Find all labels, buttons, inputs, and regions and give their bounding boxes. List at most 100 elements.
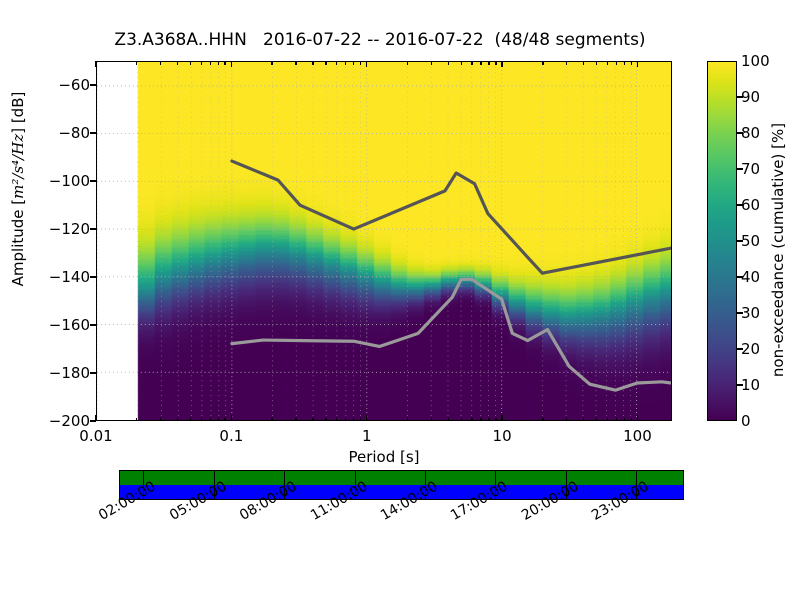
y-tick-mark	[90, 324, 96, 326]
y-tick-mark	[90, 372, 96, 374]
x-tick-mark-top	[615, 61, 618, 65]
colorbar-tick-label: 90	[741, 88, 761, 106]
x-tick-mark-top	[176, 61, 179, 65]
x-tick-mark-top	[189, 61, 192, 65]
axes-gridlines	[97, 62, 671, 420]
x-tick-mark	[136, 417, 138, 421]
x-tick-mark-top	[582, 61, 585, 65]
x-tick-mark	[582, 417, 585, 421]
x-tick-mark	[623, 417, 626, 421]
y-tick-mark	[90, 180, 96, 182]
timeline-row-psd-segments	[120, 485, 683, 499]
colorbar-tick-mark	[737, 312, 743, 314]
timeline-tick	[636, 471, 638, 499]
x-tick-mark-top	[271, 61, 273, 65]
x-tick-mark-top	[636, 61, 639, 67]
timeline-tick	[354, 471, 356, 499]
x-tick-mark	[325, 417, 327, 421]
y-tick-mark	[90, 228, 96, 230]
colorbar-tick-label: 100	[741, 52, 770, 70]
colorbar-tick-label: 0	[741, 412, 751, 430]
x-tick-mark	[335, 417, 338, 421]
x-tick-mark	[230, 415, 233, 421]
x-tick-mark	[606, 417, 609, 421]
y-tick-label: −60	[58, 76, 90, 94]
x-tick-mark	[366, 415, 368, 421]
x-tick-mark-top	[136, 61, 138, 65]
x-tick-mark-top	[359, 61, 362, 65]
x-tick-mark-top	[406, 61, 409, 65]
x-tick-mark-top	[488, 61, 490, 65]
x-tick-mark	[359, 417, 362, 421]
colorbar-tick-label: 20	[741, 340, 761, 358]
x-tick-mark	[542, 417, 544, 421]
timeline-tick	[424, 471, 426, 499]
colorbar-tick-mark	[737, 132, 743, 134]
x-tick-mark	[565, 417, 568, 421]
x-tick-label: 0.1	[219, 427, 244, 445]
colorbar-tick-mark	[737, 204, 743, 206]
x-tick-mark	[430, 417, 432, 421]
x-tick-mark-top	[460, 61, 463, 65]
x-tick-mark-top	[312, 61, 314, 65]
x-tick-mark-top	[200, 61, 203, 65]
x-tick-mark-top	[224, 61, 226, 65]
x-tick-label: 1	[361, 427, 372, 445]
x-tick-mark	[159, 417, 162, 421]
x-tick-label: 100	[623, 427, 652, 445]
x-tick-mark	[636, 415, 639, 421]
timeline-tick	[495, 471, 497, 499]
x-tick-mark	[352, 417, 355, 421]
x-tick-mark-top	[295, 61, 297, 65]
x-tick-mark-top	[217, 61, 219, 65]
y-tick-label: −140	[48, 268, 90, 286]
y-tick-label: −200	[48, 412, 90, 430]
colorbar-tick-label: 60	[741, 196, 761, 214]
x-tick-mark	[480, 417, 482, 421]
ppsd-axes	[96, 61, 672, 421]
x-tick-mark	[488, 417, 490, 421]
y-tick-mark	[90, 84, 96, 86]
y-axis-label-units: m²/s⁴/Hz	[9, 133, 27, 199]
x-tick-mark	[345, 417, 347, 421]
x-tick-mark-top	[606, 61, 609, 65]
x-tick-mark-top	[595, 61, 598, 65]
x-tick-mark-top	[480, 61, 482, 65]
x-tick-mark	[460, 417, 463, 421]
x-tick-mark-top	[325, 61, 327, 65]
timeline-tick	[565, 471, 567, 499]
x-tick-mark-top	[495, 61, 497, 65]
x-tick-mark	[271, 417, 273, 421]
timeline-row-data-coverage	[120, 471, 683, 485]
x-tick-mark	[176, 417, 179, 421]
x-tick-mark	[95, 415, 97, 421]
colorbar-gradient	[708, 62, 736, 420]
x-tick-mark	[312, 417, 314, 421]
x-tick-mark-top	[209, 61, 212, 65]
x-tick-mark	[471, 417, 473, 421]
x-tick-mark-top	[345, 61, 347, 65]
noise-model-curves	[230, 159, 671, 392]
plot-title: Z3.A368A..HHN 2016-07-22 -- 2016-07-22 (…	[114, 30, 646, 50]
x-tick-mark-top	[159, 61, 162, 65]
x-tick-mark	[447, 417, 449, 421]
x-tick-mark	[189, 417, 192, 421]
x-tick-mark	[406, 417, 409, 421]
x-tick-mark-top	[230, 61, 233, 67]
y-tick-mark	[90, 276, 96, 278]
x-tick-mark-top	[366, 61, 368, 67]
x-tick-mark-top	[542, 61, 544, 65]
x-tick-mark	[209, 417, 212, 421]
y-tick-label: −80	[58, 124, 90, 142]
y-tick-label: −160	[48, 316, 90, 334]
x-tick-mark-top	[430, 61, 432, 65]
y-tick-mark	[90, 132, 96, 134]
colorbar-tick-label: 50	[741, 232, 761, 250]
y-tick-label: −120	[48, 220, 90, 238]
timeline-tick	[284, 471, 286, 499]
timeline-tick	[213, 471, 215, 499]
x-tick-mark	[630, 417, 632, 421]
x-tick-mark	[295, 417, 297, 421]
colorbar-tick-label: 80	[741, 124, 761, 142]
y-tick-label: −100	[48, 172, 90, 190]
